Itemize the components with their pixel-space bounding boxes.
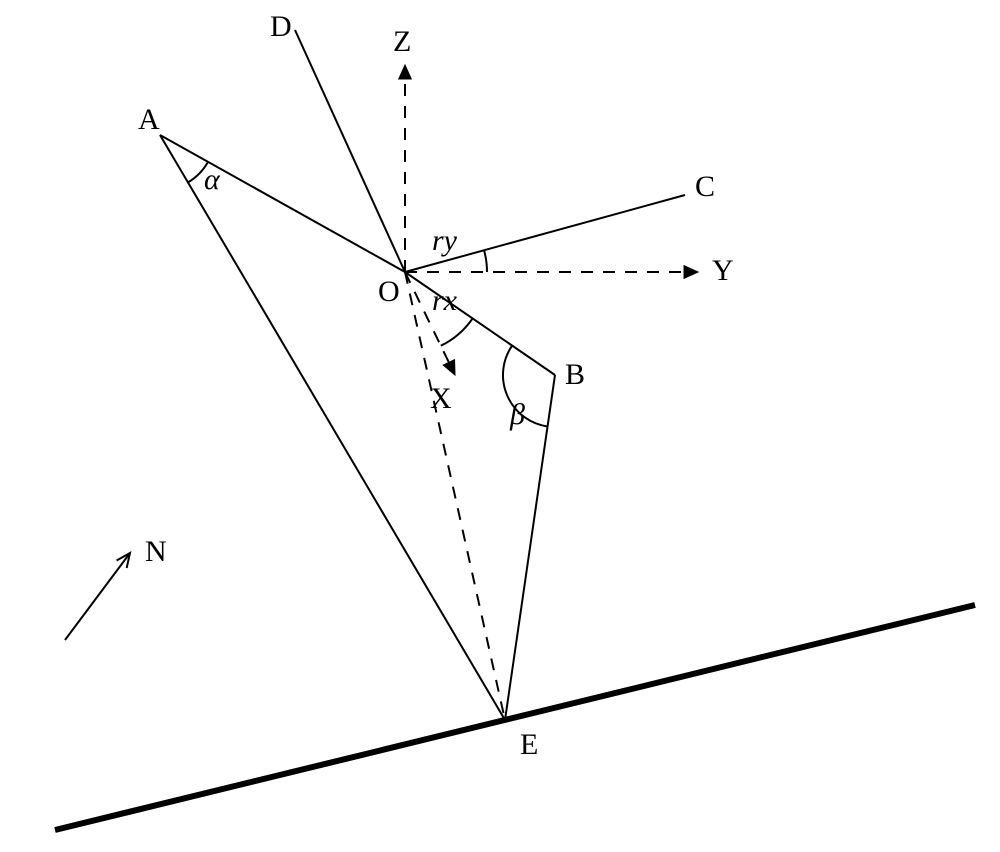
label-A: A	[138, 103, 160, 137]
label-B: B	[565, 358, 585, 392]
label-N: N	[145, 535, 167, 569]
label-C: C	[695, 170, 715, 204]
label-alpha: α	[204, 163, 220, 197]
label-X: X	[430, 382, 452, 416]
label-ry: ry	[432, 224, 457, 258]
label-Y: Y	[712, 254, 734, 288]
label-rx: rx	[432, 284, 457, 318]
label-O: O	[378, 275, 400, 309]
label-E: E	[520, 728, 538, 762]
label-beta: β	[510, 398, 525, 432]
label-D: D	[270, 10, 292, 44]
label-Z: Z	[393, 25, 411, 59]
